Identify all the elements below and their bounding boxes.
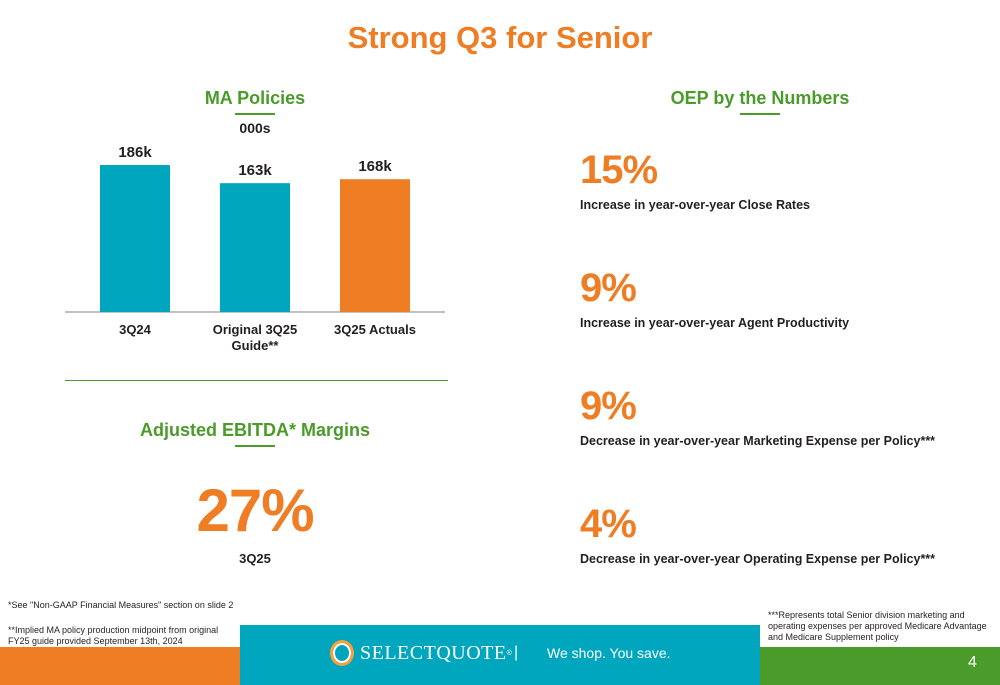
page-number: 4	[968, 654, 977, 671]
ebitda-heading: Adjusted EBITDA* Margins	[139, 420, 371, 440]
data-label-2: 168k	[358, 158, 392, 175]
chart-units-label: 000s	[239, 120, 271, 136]
stat-description: Increase in year-over-year Agent Product…	[580, 316, 850, 330]
oep-stat-agent-productivity: 9% Increase in year-over-year Agent Prod…	[580, 266, 849, 330]
logo-ring-icon	[330, 640, 354, 666]
footnote-right-background	[760, 605, 1000, 647]
section-divider	[65, 380, 448, 381]
bar-2	[340, 179, 410, 312]
data-label-0: 186k	[118, 144, 152, 161]
bar-1	[220, 183, 290, 312]
stat-value: 4%	[580, 502, 637, 546]
footer-green-bar	[760, 647, 1000, 685]
selectquote-logo: SELECTQUOTE ®	[330, 640, 512, 666]
footer-separator: |	[514, 644, 519, 661]
logo-registered-mark: ®	[506, 649, 512, 657]
ma-policies-heading: MA Policies	[204, 88, 306, 108]
ebitda-margin-value: 27%	[196, 477, 314, 544]
footnote-non-gaap: *See "Non-GAAP Financial Measures" secti…	[8, 600, 234, 610]
oep-stat-close-rates: 15% Increase in year-over-year Close Rat…	[580, 148, 810, 212]
footnote-implied-ma: **Implied MA policy production midpoint …	[8, 625, 219, 646]
footer-teal-bar	[240, 625, 760, 685]
bar-0	[100, 165, 170, 312]
stat-description: Decrease in year-over-year Marketing Exp…	[580, 434, 936, 448]
oep-stat-marketing-expense: 9% Decrease in year-over-year Marketing …	[580, 384, 935, 448]
ma-policies-bar-chart: 186k 3Q24 163k Original 3Q25 Guide** 168k 3Q25…	[65, 144, 445, 353]
data-label-1: 163k	[238, 162, 272, 179]
category-label-2: 3Q25 Actuals	[334, 322, 416, 337]
stat-description: Increase in year-over-year Close Rates	[580, 198, 810, 212]
footer-tagline: We shop. You save.	[547, 645, 671, 661]
ebitda-period-label: 3Q25	[239, 551, 271, 566]
stat-value: 9%	[580, 266, 637, 310]
footnote-represents: ***Represents total Senior division mark…	[768, 610, 987, 642]
logo-text: SELECTQUOTE	[360, 641, 507, 664]
stat-value: 9%	[580, 384, 637, 428]
stat-value: 15%	[580, 148, 658, 192]
category-label-1: Original 3Q25 Guide**	[213, 322, 298, 353]
category-label-0: 3Q24	[119, 322, 152, 337]
slide-title: Strong Q3 for Senior	[347, 20, 653, 55]
oep-heading: OEP by the Numbers	[670, 88, 850, 108]
oep-stat-operating-expense: 4% Decrease in year-over-year Operating …	[580, 502, 935, 566]
oep-underline	[740, 113, 780, 115]
stat-description: Decrease in year-over-year Operating Exp…	[580, 552, 936, 566]
footer-orange-bar	[0, 647, 240, 685]
ebitda-underline	[235, 445, 275, 447]
ma-policies-underline	[235, 113, 275, 115]
